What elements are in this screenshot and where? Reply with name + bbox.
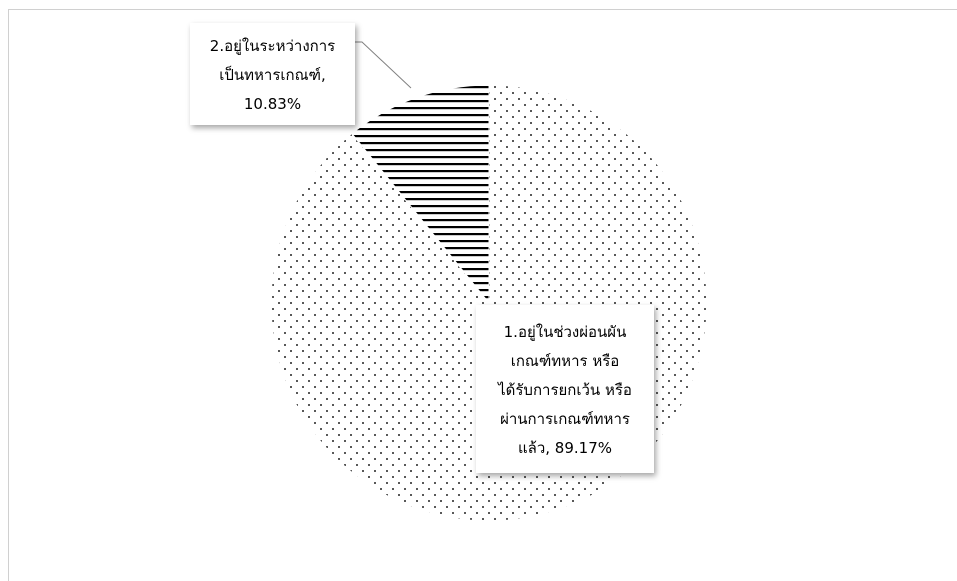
data-label-2-line-1: 2.อยู่ในระหว่างการ: [210, 37, 335, 55]
data-label-1-line-5: แล้ว, 89.17%: [518, 439, 612, 457]
data-label-2-line-2: เป็นทหารเกณฑ์,: [219, 65, 326, 84]
data-label-1-line-2: เกณฑ์ทหาร หรือ: [511, 352, 620, 370]
data-label-1-line-3: ได้รับการยกเว้น หรือ: [497, 381, 632, 399]
data-label-box-2: [190, 23, 355, 125]
data-label-1-line-4: ผ่านการเกณฑ์ทหาร: [500, 410, 630, 428]
chart-area: [8, 9, 957, 581]
data-label-2-line-3: 10.83%: [244, 95, 301, 113]
data-label-box-1: [476, 305, 654, 473]
data-label-1-line-1: 1.อยู่ในช่วงผ่อนผัน: [504, 323, 627, 341]
pie-slice-2: [351, 84, 490, 305]
leader-line-2: [355, 41, 412, 89]
